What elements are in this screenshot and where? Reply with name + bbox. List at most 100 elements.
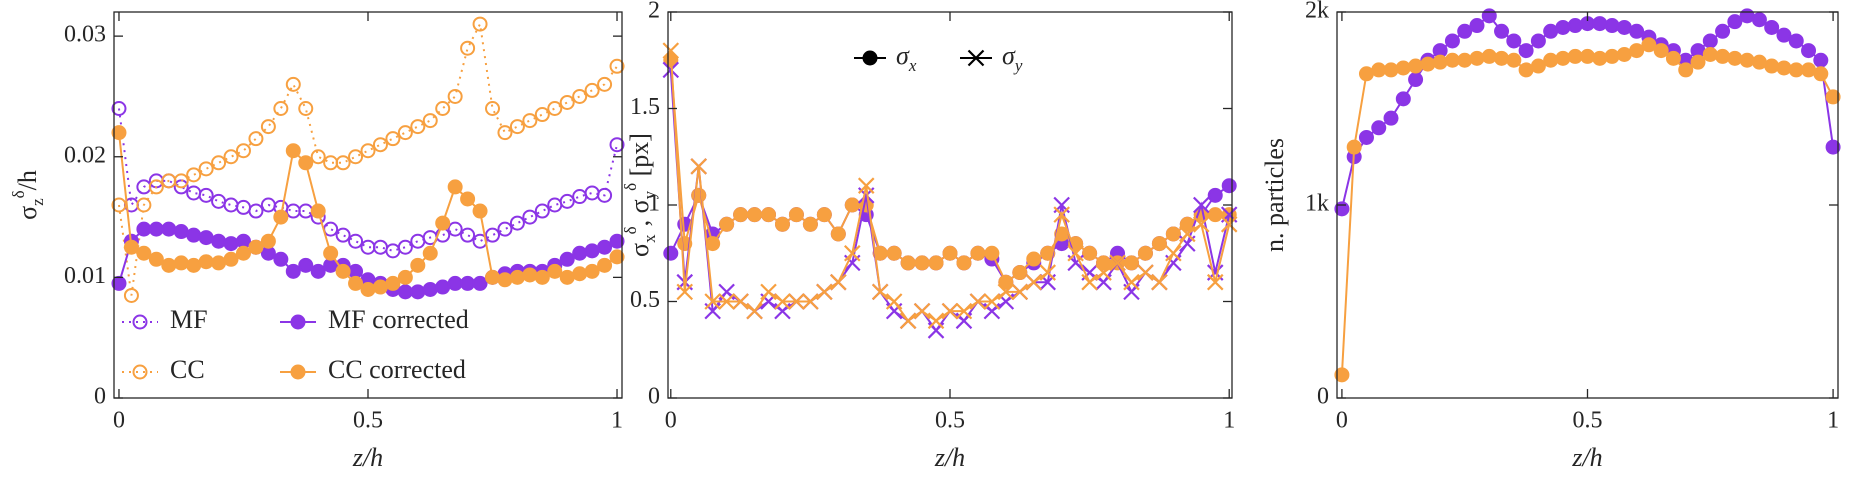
data-point: [1629, 23, 1645, 39]
data-point: [609, 249, 625, 265]
data-point: [235, 143, 251, 159]
data-point: [1383, 62, 1399, 78]
data-point: [123, 239, 139, 255]
data-point: [1567, 48, 1583, 64]
data-point: [435, 101, 451, 116]
label-part: δ: [621, 226, 640, 234]
data-point: [211, 255, 227, 271]
data-point: [597, 239, 613, 255]
data-point: [1481, 48, 1497, 64]
x-tick-label: 1: [1827, 408, 1839, 434]
data-point: [348, 233, 364, 249]
data-point: [534, 269, 550, 285]
data-point: [1751, 54, 1767, 70]
data-point: [111, 197, 127, 213]
data-point: [360, 143, 376, 159]
data-point: [111, 125, 127, 141]
data-point: [472, 275, 488, 291]
data-point: [410, 119, 426, 135]
data-point: [198, 254, 214, 270]
data-point: [662, 61, 680, 79]
data-point: [410, 284, 426, 300]
data-point: [534, 203, 550, 219]
data-point: [1653, 43, 1669, 59]
data-point: [1739, 52, 1755, 68]
data-point: [1039, 264, 1056, 281]
data-point: [497, 221, 513, 237]
data-point: [323, 245, 339, 261]
data-point: [983, 293, 1001, 310]
y-axis-label: σzδ/h: [9, 170, 47, 220]
data-point: [161, 221, 177, 237]
data-point: [460, 191, 476, 207]
label-part: σ: [1002, 41, 1016, 70]
data-point: [1715, 23, 1731, 39]
data-point: [899, 312, 917, 330]
data-point: [136, 221, 152, 237]
data-point: [597, 76, 613, 92]
data-point: [1444, 33, 1460, 49]
data-point: [1530, 33, 1546, 49]
data-point: [472, 16, 488, 32]
data-point: [211, 155, 227, 171]
data-point: [211, 233, 227, 249]
plot-area: [668, 12, 1232, 398]
data-point: [1616, 19, 1632, 35]
data-point: [1371, 62, 1387, 78]
data-point: [597, 257, 613, 273]
y-tick-label: 2: [648, 0, 660, 24]
data-point: [1764, 19, 1780, 35]
data-point: [1506, 33, 1522, 49]
data-point: [1383, 110, 1399, 126]
data-point: [1165, 226, 1181, 242]
data-point: [830, 226, 846, 242]
data-point: [844, 197, 860, 213]
data-point: [260, 245, 276, 261]
data-point: [298, 155, 314, 171]
data-point: [410, 257, 426, 273]
data-point: [1011, 283, 1029, 301]
data-point: [1469, 50, 1485, 66]
data-point: [273, 209, 289, 225]
data-point: [572, 245, 588, 261]
data-point: [1207, 207, 1223, 223]
legend-label: CC: [170, 355, 205, 384]
data-point: [223, 236, 239, 252]
data-point: [886, 245, 902, 261]
data-point: [584, 243, 600, 259]
y-tick-label: 1.5: [630, 94, 660, 120]
data-point: [310, 149, 326, 165]
data-point: [1801, 62, 1817, 78]
data-point: [136, 197, 152, 213]
data-point: [609, 233, 625, 249]
data-point: [597, 187, 613, 203]
data-point: [1751, 12, 1767, 28]
data-point: [1346, 139, 1362, 155]
data-point: [186, 227, 202, 243]
data-point: [1825, 89, 1841, 105]
data-point: [830, 273, 847, 291]
data-point: [161, 257, 177, 273]
data-point: [509, 119, 525, 135]
data-point: [584, 82, 600, 98]
label-part: δ: [9, 190, 28, 198]
data-point: [559, 251, 575, 267]
data-point: [460, 227, 476, 243]
data-point: [485, 101, 501, 116]
data-point: [372, 279, 388, 295]
data-point: [1629, 43, 1645, 59]
data-point: [1207, 187, 1223, 203]
data-point: [223, 251, 239, 267]
y-tick-label: 1: [648, 191, 660, 217]
x-axis-label: z/h: [934, 443, 965, 472]
data-point: [534, 107, 550, 123]
data-point: [198, 230, 214, 246]
data-point: [1371, 120, 1387, 136]
data-point: [871, 283, 889, 301]
data-point: [1530, 58, 1546, 74]
data-point: [1494, 23, 1510, 39]
data-point: [348, 149, 364, 165]
x-axis-label: z/h: [352, 443, 383, 472]
data-point: [435, 215, 451, 231]
